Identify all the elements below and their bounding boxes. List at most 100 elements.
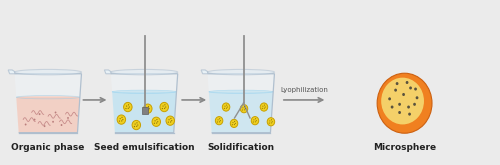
- Circle shape: [255, 118, 256, 119]
- Circle shape: [251, 117, 258, 125]
- Circle shape: [60, 124, 62, 126]
- Circle shape: [264, 104, 265, 106]
- Circle shape: [128, 108, 129, 109]
- Circle shape: [409, 86, 412, 89]
- Ellipse shape: [14, 69, 82, 75]
- Circle shape: [413, 103, 416, 106]
- Text: Seed emulsification: Seed emulsification: [94, 143, 194, 152]
- Circle shape: [38, 113, 40, 115]
- Circle shape: [271, 122, 272, 124]
- Polygon shape: [208, 74, 274, 133]
- Circle shape: [122, 119, 124, 120]
- Circle shape: [216, 117, 223, 125]
- Polygon shape: [8, 70, 14, 74]
- Circle shape: [154, 120, 156, 121]
- Circle shape: [136, 122, 138, 123]
- Polygon shape: [111, 74, 178, 133]
- Circle shape: [166, 116, 174, 125]
- Circle shape: [132, 120, 140, 130]
- Circle shape: [146, 107, 147, 108]
- Circle shape: [156, 119, 158, 120]
- Ellipse shape: [208, 69, 274, 75]
- Circle shape: [414, 87, 417, 91]
- Text: Solidification: Solidification: [208, 143, 274, 152]
- Circle shape: [220, 120, 221, 121]
- Circle shape: [170, 121, 171, 123]
- Circle shape: [234, 124, 235, 125]
- Circle shape: [156, 122, 157, 124]
- Circle shape: [416, 96, 418, 99]
- Circle shape: [148, 109, 149, 111]
- Circle shape: [162, 105, 164, 107]
- Circle shape: [232, 122, 234, 123]
- Circle shape: [390, 105, 394, 109]
- Circle shape: [262, 108, 263, 109]
- Circle shape: [408, 113, 411, 116]
- Circle shape: [406, 81, 408, 84]
- Circle shape: [168, 119, 170, 120]
- Circle shape: [240, 105, 248, 113]
- Circle shape: [154, 123, 155, 124]
- Circle shape: [242, 109, 243, 111]
- Circle shape: [388, 97, 391, 100]
- Circle shape: [407, 105, 410, 109]
- Ellipse shape: [112, 90, 176, 93]
- Circle shape: [168, 122, 169, 123]
- Circle shape: [219, 118, 220, 119]
- Circle shape: [226, 108, 227, 109]
- Circle shape: [128, 104, 129, 105]
- Circle shape: [134, 126, 135, 127]
- Circle shape: [226, 104, 227, 106]
- Circle shape: [124, 102, 132, 112]
- Circle shape: [242, 107, 244, 108]
- Circle shape: [219, 121, 220, 122]
- Circle shape: [398, 111, 401, 114]
- Circle shape: [224, 106, 226, 107]
- Circle shape: [224, 108, 225, 109]
- Polygon shape: [201, 70, 207, 74]
- Circle shape: [160, 102, 168, 112]
- Circle shape: [134, 123, 136, 125]
- Circle shape: [171, 120, 172, 121]
- Circle shape: [126, 105, 127, 107]
- Circle shape: [67, 117, 69, 119]
- Circle shape: [165, 106, 166, 108]
- Circle shape: [256, 120, 257, 121]
- Circle shape: [152, 117, 160, 126]
- Circle shape: [137, 124, 138, 126]
- Circle shape: [52, 121, 54, 123]
- Circle shape: [24, 124, 26, 125]
- Circle shape: [170, 118, 172, 119]
- Circle shape: [117, 115, 126, 124]
- Circle shape: [255, 121, 256, 122]
- Circle shape: [264, 106, 266, 108]
- Circle shape: [164, 108, 165, 109]
- Circle shape: [148, 106, 149, 107]
- Circle shape: [217, 121, 218, 123]
- Polygon shape: [14, 74, 82, 133]
- Circle shape: [162, 108, 163, 109]
- Circle shape: [269, 123, 270, 124]
- Circle shape: [44, 125, 46, 127]
- Circle shape: [271, 119, 272, 120]
- Circle shape: [157, 121, 158, 122]
- Polygon shape: [104, 70, 111, 74]
- Polygon shape: [142, 107, 148, 114]
- Circle shape: [377, 73, 432, 133]
- Circle shape: [264, 108, 265, 109]
- Circle shape: [244, 109, 245, 110]
- Polygon shape: [112, 92, 176, 133]
- Circle shape: [144, 104, 152, 113]
- Circle shape: [230, 119, 238, 128]
- Circle shape: [34, 119, 35, 121]
- Circle shape: [222, 103, 230, 111]
- Circle shape: [272, 121, 273, 122]
- Circle shape: [394, 89, 397, 92]
- Ellipse shape: [209, 90, 273, 93]
- Circle shape: [245, 108, 246, 109]
- Circle shape: [235, 123, 236, 124]
- Circle shape: [262, 106, 264, 107]
- Circle shape: [402, 93, 405, 96]
- Circle shape: [227, 106, 228, 108]
- Circle shape: [381, 78, 424, 124]
